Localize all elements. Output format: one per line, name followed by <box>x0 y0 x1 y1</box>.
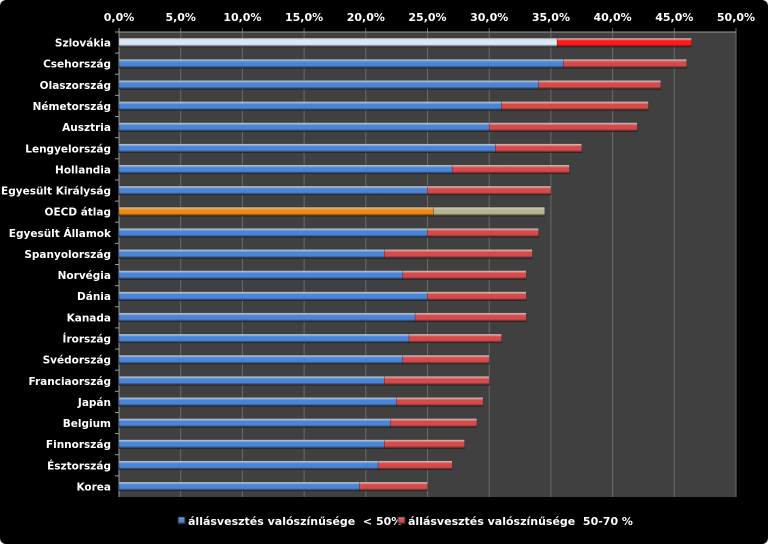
category-label: Egyesült Államok <box>9 227 112 240</box>
x-tick-label: 0,0% <box>104 11 135 24</box>
bar-segment-lt50 <box>118 376 385 386</box>
category-label: Lengyelország <box>25 143 111 155</box>
bar-segment-50-70 <box>501 101 649 111</box>
x-tick-label: 20,0% <box>347 11 385 24</box>
bar-segment-lt50 <box>118 397 397 407</box>
bar-segment-50-70 <box>427 185 552 196</box>
x-tick-label: 10,0% <box>223 11 261 24</box>
category-label: Észtország <box>47 459 111 472</box>
category-label: Dánia <box>77 291 111 303</box>
bar-segment-lt50 <box>118 143 496 153</box>
bar-segment-50-70 <box>488 122 638 132</box>
bar-segment-50-70 <box>414 312 527 323</box>
bar-segment-lt50 <box>118 481 360 492</box>
bar-segment-lt50 <box>118 185 428 196</box>
bar-segment-lt50 <box>118 37 558 48</box>
bar-segment-50-70 <box>562 58 687 69</box>
bar-segment-50-70 <box>396 397 484 407</box>
bar-segment-lt50 <box>118 228 428 238</box>
x-tick-label: 25,0% <box>408 11 446 24</box>
x-tick-label: 35,0% <box>532 11 570 24</box>
category-label: OECD átlag <box>45 207 111 219</box>
category-label: Svédország <box>43 355 111 367</box>
category-label: Szlovákia <box>55 38 111 50</box>
category-label: Hollandia <box>55 164 111 176</box>
legend-label: állásvesztés valószínűsége < 50% <box>188 515 402 528</box>
legend-label: állásvesztés valószínűsége 50-70 % <box>408 515 633 528</box>
bar-segment-50-70 <box>495 143 582 153</box>
bar-segment-lt50 <box>118 122 490 132</box>
bar-segment-50-70 <box>384 439 465 449</box>
category-label: Norvégia <box>58 270 111 282</box>
bar-segment-50-70 <box>377 460 453 471</box>
category-label: Egyesült Királyság <box>1 186 111 198</box>
category-label: Ausztria <box>62 122 111 134</box>
bar-segment-lt50 <box>118 312 416 323</box>
bar-segment-lt50 <box>118 354 404 365</box>
x-tick-label: 30,0% <box>470 11 508 24</box>
category-label: Spanyolország <box>24 249 111 261</box>
bar-segment-lt50 <box>118 418 391 428</box>
bar-segment-lt50 <box>118 333 410 344</box>
bar-segment-50-70 <box>556 37 692 48</box>
category-label: Kanada <box>67 312 111 324</box>
x-tick-label: 45,0% <box>655 11 693 24</box>
bar-segment-50-70 <box>427 291 527 301</box>
bar-segment-lt50 <box>118 291 428 301</box>
x-tick-label: 5,0% <box>165 11 196 24</box>
category-label: Korea <box>76 481 111 493</box>
bar-segment-lt50 <box>118 249 385 259</box>
category-label: Olaszország <box>40 80 111 92</box>
bar-segment-50-70 <box>390 418 478 428</box>
category-label: Japán <box>77 397 111 409</box>
legend-swatch <box>397 516 406 525</box>
x-tick-label: 15,0% <box>285 11 323 24</box>
x-tick-label: 50,0% <box>717 11 755 24</box>
bar-segment-50-70 <box>402 270 527 280</box>
bar-segment-50-70 <box>451 164 570 175</box>
bar-segment-lt50 <box>118 206 434 217</box>
bar-segment-lt50 <box>118 164 453 175</box>
bar-segment-50-70 <box>384 376 490 386</box>
category-label: Csehország <box>43 59 111 71</box>
bar-segment-50-70 <box>433 206 545 217</box>
legend-swatch <box>177 516 186 525</box>
bar-segment-lt50 <box>118 80 539 90</box>
category-label: Finnország <box>46 439 111 451</box>
category-label: Írország <box>63 332 111 345</box>
bar-segment-50-70 <box>384 249 533 259</box>
bar-segment-lt50 <box>118 101 502 111</box>
bar-segment-50-70 <box>538 80 661 90</box>
bar-segment-50-70 <box>402 354 490 365</box>
bar-segment-lt50 <box>118 58 564 69</box>
category-label: Franciaország <box>28 376 111 388</box>
bar-segment-lt50 <box>118 270 404 280</box>
bar-segment-lt50 <box>118 439 385 449</box>
bar-segment-50-70 <box>359 481 428 492</box>
bar-segment-50-70 <box>427 228 539 238</box>
bar-segment-50-70 <box>408 333 502 344</box>
category-label: Belgium <box>63 418 111 430</box>
category-label: Németország <box>33 101 111 113</box>
x-tick-label: 40,0% <box>594 11 632 24</box>
bar-segment-lt50 <box>118 460 379 471</box>
